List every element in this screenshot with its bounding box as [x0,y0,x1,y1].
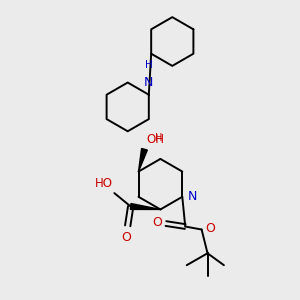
Text: HO: HO [95,177,113,190]
Polygon shape [139,148,147,172]
Text: O: O [205,221,215,235]
Text: H: H [145,60,152,70]
Text: OH: OH [146,133,164,146]
Text: O: O [121,231,131,244]
Polygon shape [130,203,160,209]
Text: H: H [155,133,162,143]
Text: N: N [188,190,197,203]
Text: N: N [144,76,153,89]
Text: O: O [152,216,162,229]
